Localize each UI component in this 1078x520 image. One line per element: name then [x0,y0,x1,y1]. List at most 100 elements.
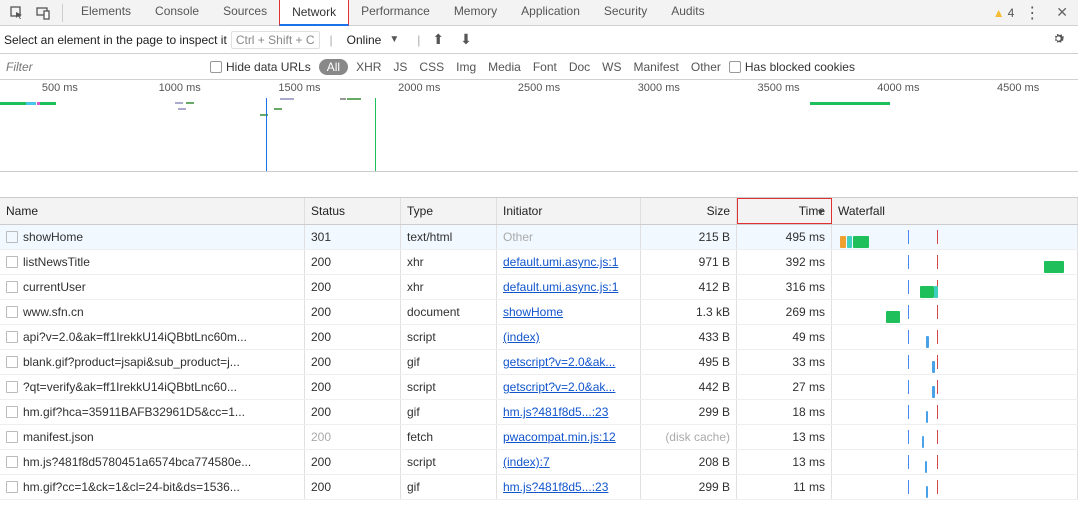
col-header-waterfall[interactable]: Waterfall [832,198,1078,224]
col-header-initiator[interactable]: Initiator [497,198,641,224]
table-row[interactable]: showHome301text/htmlOther215 B495 ms [0,225,1078,250]
table-row[interactable]: blank.gif?product=jsapi&sub_product=j...… [0,350,1078,375]
status-cell: 200 [305,450,401,474]
filter-type-manifest[interactable]: Manifest [634,60,679,74]
panel-tabs: ElementsConsoleSourcesNetworkPerformance… [69,0,717,26]
device-toggle-icon[interactable] [34,4,52,22]
initiator-link[interactable]: (index) [503,330,540,344]
type-cell: script [401,375,497,399]
table-row[interactable]: listNewsTitle200xhrdefault.umi.async.js:… [0,250,1078,275]
status-cell: 200 [305,400,401,424]
waterfall-cell [832,225,1078,249]
table-row[interactable]: manifest.json200fetchpwacompat.min.js:12… [0,425,1078,450]
status-cell: 301 [305,225,401,249]
filter-type-ws[interactable]: WS [602,60,621,74]
timeline-overview[interactable]: 500 ms1000 ms1500 ms2000 ms2500 ms3000 m… [0,80,1078,172]
tab-memory[interactable]: Memory [442,0,509,26]
initiator-link[interactable]: pwacompat.min.js:12 [503,430,616,444]
tab-audits[interactable]: Audits [659,0,716,26]
warnings-badge[interactable]: ▲ 4 [993,6,1015,20]
filter-type-xhr[interactable]: XHR [356,60,381,74]
type-cell: gif [401,400,497,424]
request-name: currentUser [23,280,86,294]
initiator-link[interactable]: default.umi.async.js:1 [503,280,618,294]
time-cell: 49 ms [737,325,832,349]
file-icon [6,406,18,418]
table-row[interactable]: api?v=2.0&ak=ff1IrekkU14iQBbtLnc60m... 20… [0,325,1078,350]
type-cell: script [401,450,497,474]
filter-type-css[interactable]: CSS [419,60,444,74]
file-icon [6,356,18,368]
initiator-link[interactable]: default.umi.async.js:1 [503,255,618,269]
hide-data-urls-checkbox[interactable]: Hide data URLs [210,60,311,74]
initiator-link[interactable]: getscript?v=2.0&ak... [503,380,615,394]
close-icon[interactable]: ✕ [1050,4,1074,21]
upload-har-icon[interactable]: ⬆ [432,31,444,48]
tab-application[interactable]: Application [509,0,592,26]
gear-icon[interactable] [1043,31,1074,49]
tab-network[interactable]: Network [279,0,349,26]
file-icon [6,431,18,443]
filter-type-other[interactable]: Other [691,60,721,74]
type-cell: document [401,300,497,324]
timeline-tick: 2500 ms [479,82,599,94]
request-name: api?v=2.0&ak=ff1IrekkU14iQBbtLnc60m... [23,330,247,344]
download-har-icon[interactable]: ⬇ [460,31,472,48]
inspect-hint: Select an element in the page to inspect… [4,33,227,47]
status-cell: 200 [305,325,401,349]
time-cell: 11 ms [737,475,832,499]
type-cell: xhr [401,250,497,274]
filter-type-media[interactable]: Media [488,60,521,74]
type-cell: gif [401,475,497,499]
initiator-link[interactable]: getscript?v=2.0&ak... [503,355,615,369]
file-icon [6,331,18,343]
table-row[interactable]: hm.js?481f8d5780451a6574bca774580e... 200… [0,450,1078,475]
inspect-icon[interactable] [8,4,26,22]
col-header-name[interactable]: Name [0,198,305,224]
col-header-status[interactable]: Status [305,198,401,224]
status-cell: 200 [305,300,401,324]
col-header-size[interactable]: Size [641,198,737,224]
table-row[interactable]: hm.gif?cc=1&ck=1&cl=24-bit&ds=1536...200… [0,475,1078,500]
initiator-link[interactable]: showHome [503,305,563,319]
filter-type-font[interactable]: Font [533,60,557,74]
filter-type-doc[interactable]: Doc [569,60,590,74]
tab-performance[interactable]: Performance [349,0,442,26]
table-row[interactable]: currentUser200xhrdefault.umi.async.js:14… [0,275,1078,300]
request-name: listNewsTitle [23,255,90,269]
size-cell: 433 B [641,325,737,349]
col-header-type[interactable]: Type [401,198,497,224]
tab-sources[interactable]: Sources [211,0,279,26]
throttling-select[interactable]: Online [347,33,382,47]
file-icon [6,381,18,393]
filter-type-js[interactable]: JS [393,60,407,74]
status-cell: 200 [305,475,401,499]
table-row[interactable]: hm.gif?hca=35911BAFB32961D5&cc=1...200gi… [0,400,1078,425]
time-cell: 13 ms [737,450,832,474]
tab-console[interactable]: Console [143,0,211,26]
filter-all-pill[interactable]: All [319,59,348,75]
timeline-tick: 3000 ms [599,82,719,94]
table-row[interactable]: ?qt=verify&ak=ff1IrekkU14iQBbtLnc60...20… [0,375,1078,400]
filter-input[interactable] [2,58,202,76]
initiator-link[interactable]: (index):7 [503,455,550,469]
blocked-cookies-checkbox[interactable]: Has blocked cookies [729,60,855,74]
status-cell: 200 [305,350,401,374]
filter-type-img[interactable]: Img [456,60,476,74]
size-cell: 215 B [641,225,737,249]
initiator-link[interactable]: hm.js?481f8d5...:23 [503,405,608,419]
tab-security[interactable]: Security [592,0,659,26]
tab-elements[interactable]: Elements [69,0,143,26]
kebab-menu-icon[interactable]: ⋮ [1024,3,1040,23]
initiator-link: Other [503,230,533,244]
table-row[interactable]: www.sfn.cn200documentshowHome1.3 kB269 m… [0,300,1078,325]
warning-icon: ▲ [993,6,1005,20]
type-cell: text/html [401,225,497,249]
col-header-time[interactable]: Time▼ [737,198,832,224]
network-table-body: showHome301text/htmlOther215 B495 mslist… [0,225,1078,519]
request-name: hm.js?481f8d5780451a6574bca774580e... [23,455,251,469]
request-name: showHome [23,230,83,244]
initiator-link[interactable]: hm.js?481f8d5...:23 [503,480,608,494]
time-cell: 33 ms [737,350,832,374]
sort-desc-icon: ▼ [816,207,825,217]
